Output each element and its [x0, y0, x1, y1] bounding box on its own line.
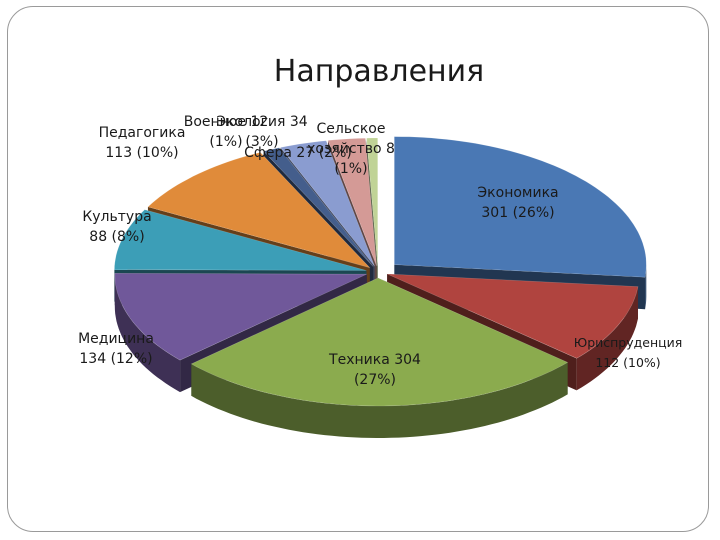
- pie-slice-экология: [279, 140, 375, 267]
- pie-slice-техника: [190, 277, 569, 407]
- data-label-педагогика: Педагогика 113 (10%): [99, 125, 186, 161]
- pie-slice-военное: [263, 147, 374, 267]
- pie-slice-side-экономика-0: [645, 264, 647, 310]
- data-label-военное: Военное 12 (1%): [184, 114, 269, 150]
- pie-slice-сфера: [327, 137, 377, 267]
- data-label-техника: Техника 304 (27%): [328, 352, 421, 388]
- pie-slice-экономика: [393, 136, 647, 278]
- slide-frame: Направления Экономика 301 (26%) Юриспруден…: [7, 6, 709, 532]
- data-label-медицина: Медицина 134 (12%): [78, 331, 154, 367]
- pie-slice-юриспруденция: [387, 273, 639, 359]
- pie-slice-side-техника-0: [191, 362, 568, 438]
- data-label-сфера: Сфера 27 (2%): [244, 145, 352, 161]
- chart-title: Направления: [274, 54, 484, 89]
- data-label-культура: Культура 88 (8%): [82, 209, 151, 245]
- pie-slice-медицина: [114, 272, 367, 361]
- pie-labels: Экономика 301 (26%) Юриспруденция 112 (10%)…: [78, 114, 682, 388]
- pie-slices: [114, 136, 647, 407]
- data-label-экология: Экология 34 (3%): [216, 114, 308, 150]
- data-label-юриспруденция: Юриспруденция 112 (10%): [574, 335, 683, 370]
- pie-slice-сельское-хозяйство: [366, 137, 379, 267]
- pie-slice-side-медицина-0: [114, 274, 180, 393]
- data-label-сельское-хозяйство: Сельское хозяйство 8 (1%): [307, 121, 395, 177]
- pie-slice-педагогика: [147, 152, 371, 269]
- pie-chart: Направления Экономика 301 (26%) Юриспруден…: [78, 54, 682, 438]
- pie-slice-side-юриспруденция-0: [576, 286, 638, 391]
- pie-slice-культура: [114, 209, 367, 271]
- data-label-экономика: Экономика 301 (26%): [477, 185, 558, 221]
